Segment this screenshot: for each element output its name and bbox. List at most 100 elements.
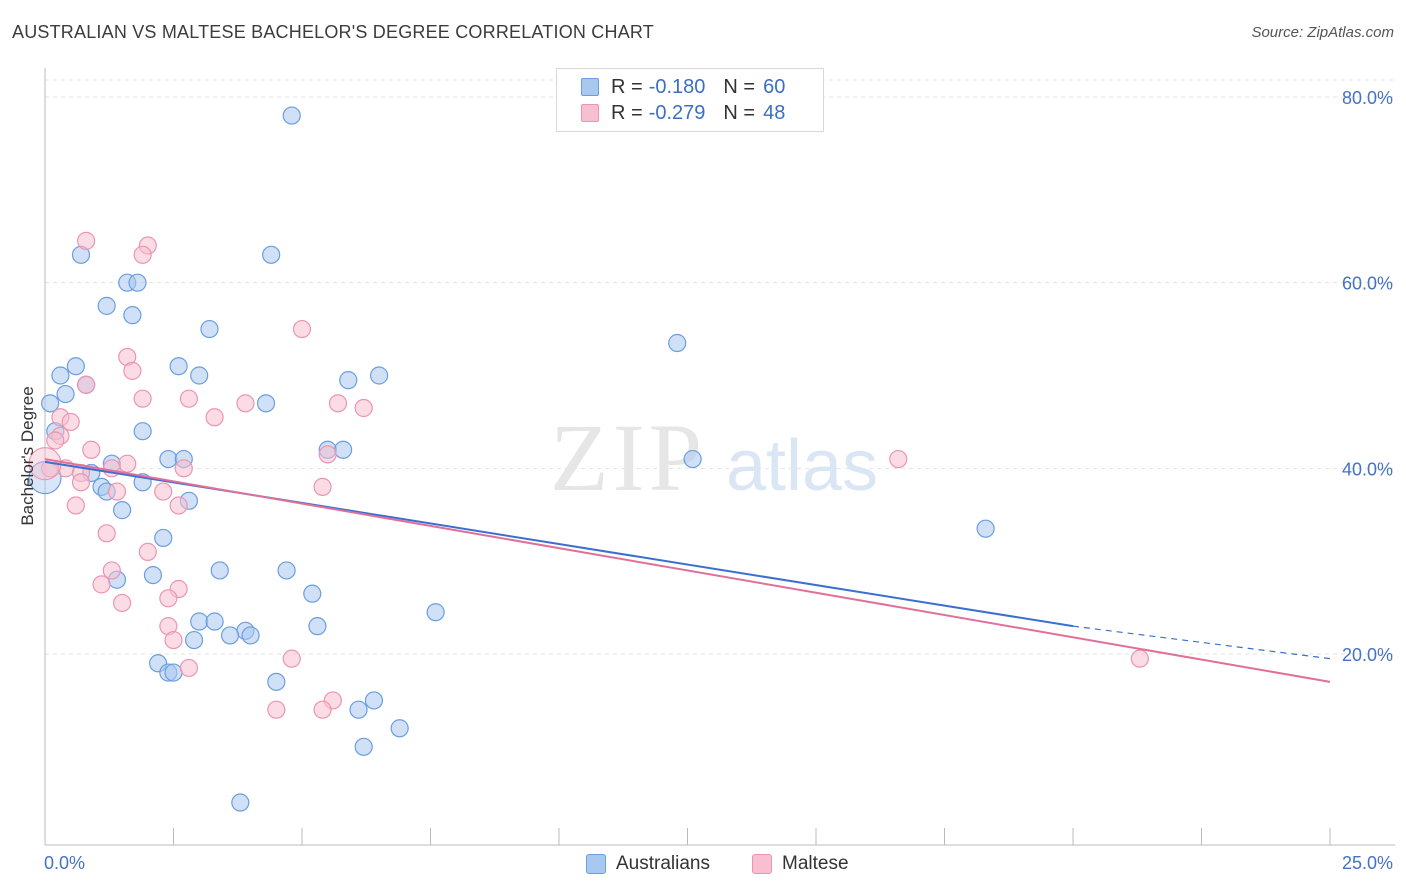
tick-labels: 20.0% 40.0% 60.0% 80.0% 0.0% 25.0% [44,88,1393,873]
australians-point [66,357,85,376]
maltese-point [164,630,183,650]
australians-point [241,626,260,645]
australians-point [262,245,281,264]
maltese-point [154,482,173,501]
trend-lines [44,458,1331,683]
australians-point [390,719,409,738]
legend-label-australians: Australians [616,853,710,874]
australians-point [354,737,373,756]
australians-point [205,612,224,631]
maltese-point [236,394,255,413]
y-tick-label: 80.0% [1342,88,1393,108]
legend-row-australians: R = -0.180 N = 60 [581,75,785,99]
maltese-point [107,482,127,501]
australians-point [184,630,204,650]
maltese-point [179,389,199,408]
australians-point [308,617,327,636]
maltese-point [169,496,188,515]
maltese-swatch [581,104,599,122]
bottom-legend-australians: Australians [586,852,710,876]
maltese-point [328,394,348,413]
x-tick-label-min: 0.0% [44,853,85,873]
australians-point [128,273,147,292]
maltese-legend-swatch [752,854,772,874]
legend-r-label: R = [611,75,643,98]
australians-point [112,501,132,520]
legend-n-label: N = [723,101,756,124]
maltese-point [82,440,101,459]
maltese-point [133,389,152,408]
maltese-point [174,459,193,478]
australians-legend-swatch [586,854,606,874]
maltese-point [267,700,286,719]
legend-label-maltese: Maltese [782,853,849,874]
maltese-point [61,412,80,432]
y-tick-label: 40.0% [1342,459,1393,479]
y-tick-label: 20.0% [1342,645,1393,665]
australians-point [976,519,995,538]
maltese-point [71,473,91,492]
australians-point [282,106,301,125]
maltese-point [97,524,116,543]
maltese-point [138,542,157,561]
maltese-point [889,449,908,469]
maltese-point [318,445,337,464]
australians-point [123,306,142,325]
australians-point [231,793,250,812]
chart-title: AUSTRALIAN VS MALTESE BACHELOR'S DEGREE … [12,22,654,42]
australians-point [169,357,188,376]
australians-point [370,366,389,385]
australians-point [41,394,60,413]
watermark-atlas: atlas [726,426,878,506]
maltese-point [179,658,199,678]
maltese-point [205,408,224,427]
maltese-point [77,231,96,250]
australians-point [339,371,358,390]
australians-point [159,449,178,469]
gridlines [45,79,1395,655]
maltese-point [77,375,96,394]
australians-swatch [581,78,599,96]
maltese-point [292,319,312,339]
australians-point [364,691,384,710]
watermark-zip: ZIP [550,404,706,511]
maltese-point [282,649,301,668]
australians-point [190,612,209,631]
legend-r-label: R = [611,101,643,124]
australians-point [349,700,368,719]
australians-point [164,663,183,682]
maltese-point [112,593,132,613]
maltese-point [46,431,65,450]
maltese-point [313,700,332,719]
australians-point [97,296,116,315]
australians-point [154,528,173,548]
australians-point [683,449,702,469]
australians-point [210,561,229,580]
australians-point [133,422,152,441]
australians-point [426,603,445,622]
australians-point [334,440,353,459]
australians-point [51,366,70,385]
australians-point [200,319,219,339]
y-axis-label: Bachelor's Degree [18,386,37,526]
australians-point [56,384,75,404]
y-tick-label: 60.0% [1342,274,1393,294]
axes [44,68,1395,846]
legend-r-value-australians: -0.180 [648,75,706,98]
maltese-point [354,398,373,418]
australians-point [256,394,276,413]
maltese-point [159,589,178,608]
maltese-point [102,561,121,580]
source-label: Source: ZipAtlas.com [1251,24,1394,41]
legend-r-value-maltese: -0.279 [648,101,706,124]
australians-points [28,106,995,812]
australians-point [190,366,209,385]
australians-point [303,584,322,603]
bottom-legend-maltese: Maltese [752,852,849,876]
legend-row-maltese: R = -0.279 N = 48 [581,101,785,125]
maltese-points [28,231,1149,719]
australians-point [220,626,240,645]
maltese-point [118,454,137,473]
australians-point [668,333,687,353]
